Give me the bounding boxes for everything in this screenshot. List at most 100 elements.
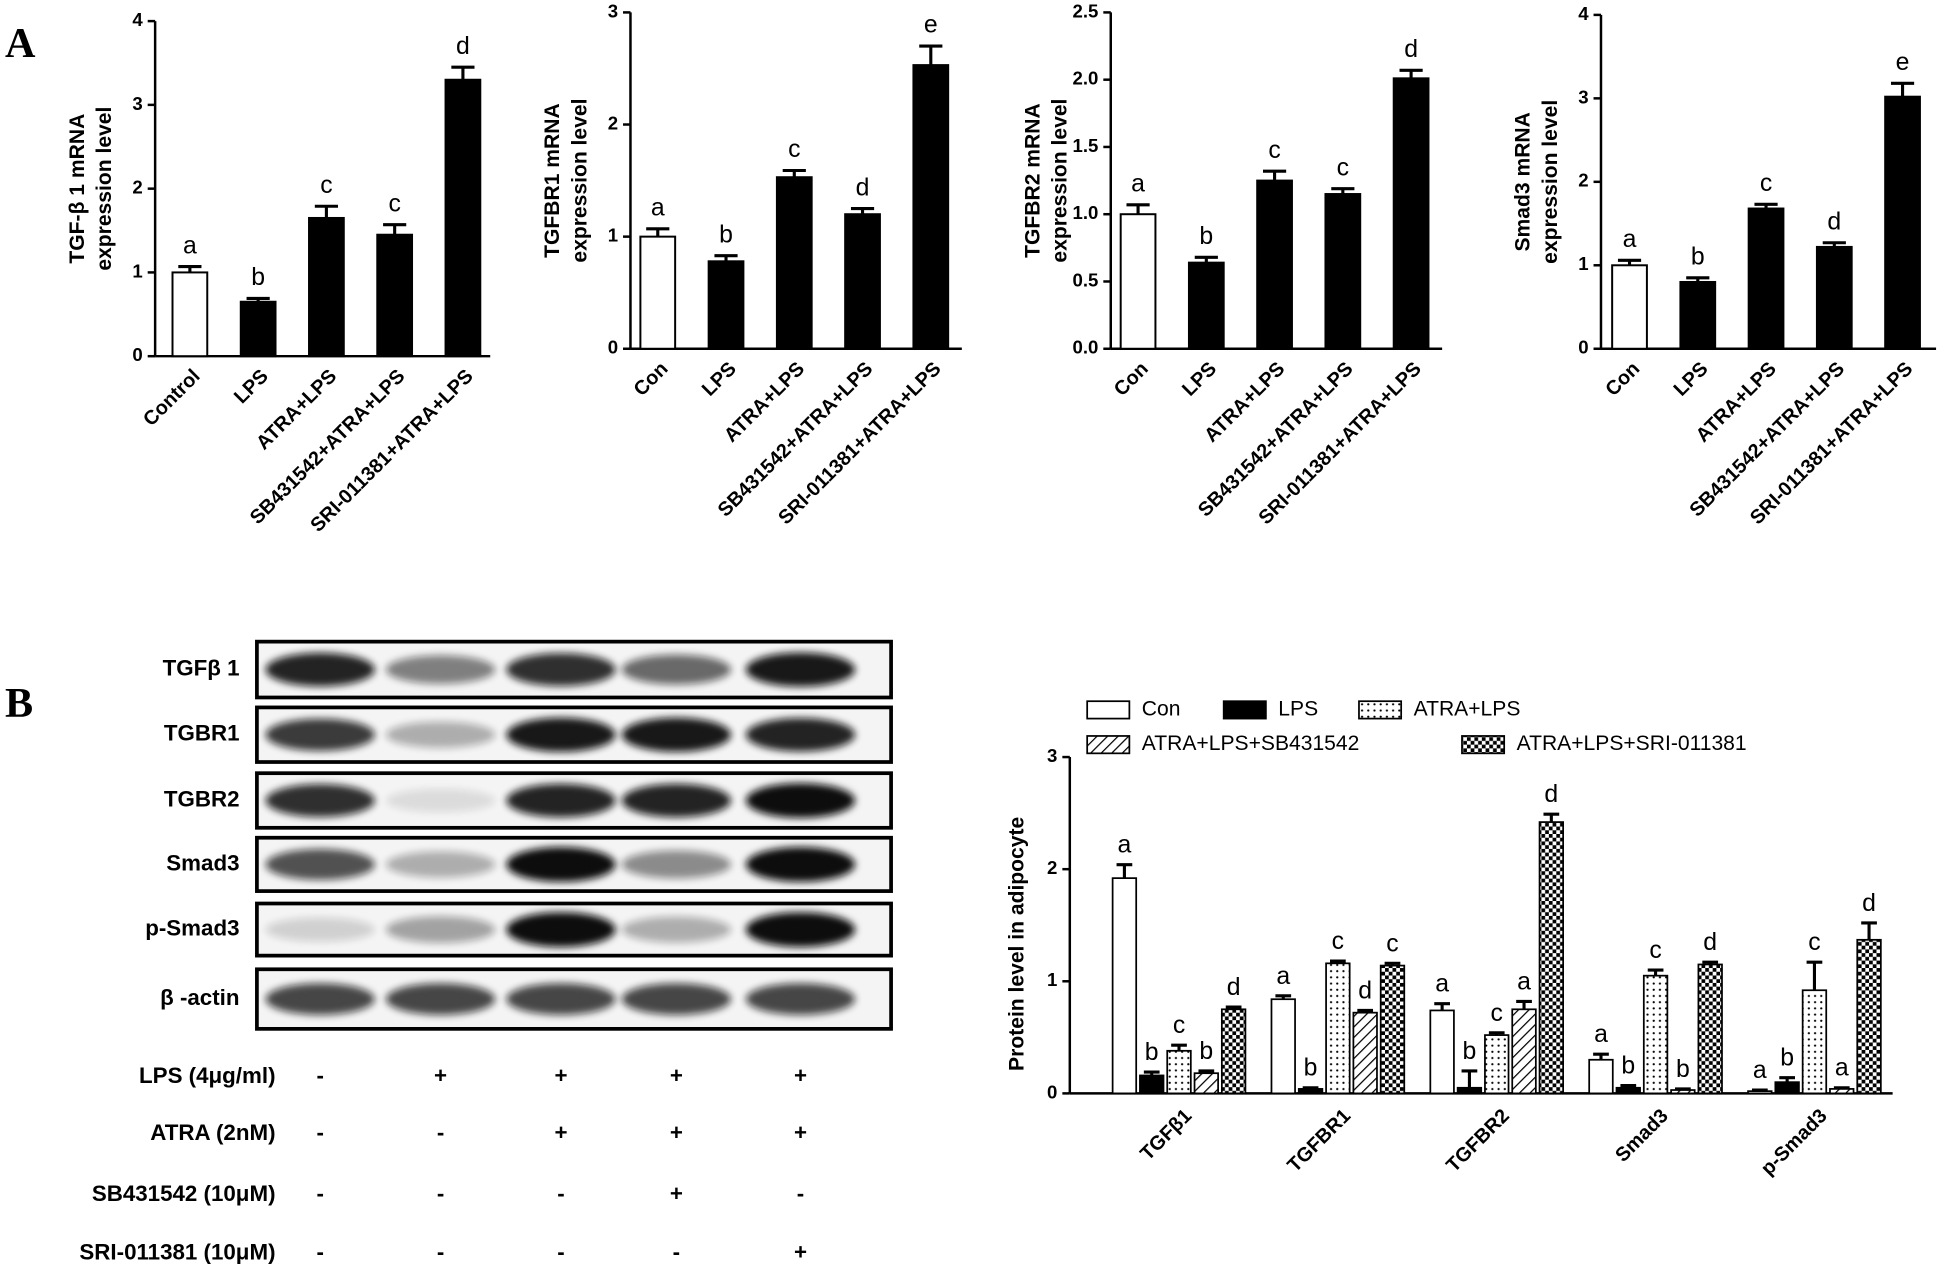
blot-label: TGBR2 (164, 786, 240, 811)
legend-swatch (1222, 700, 1267, 720)
bar (239, 300, 277, 358)
data-annotation: d (1862, 890, 1876, 917)
x-tick-label: Control (139, 365, 204, 430)
blot-band (506, 653, 616, 687)
y-tick-label: 2.5 (1072, 0, 1098, 21)
x-tick-label: Con (1601, 358, 1644, 401)
x-tick-label: TGFBR1 (1283, 1105, 1355, 1177)
data-annotation: c (1760, 170, 1772, 197)
bar (1379, 964, 1406, 1095)
bar (1456, 1086, 1483, 1095)
treatment-cell: - (316, 1120, 323, 1145)
x-tick-label: Con (630, 358, 673, 401)
data-annotation: c (388, 190, 400, 217)
error-bar (1194, 255, 1218, 263)
bar (444, 78, 482, 358)
error-bar (1461, 1069, 1478, 1088)
data-annotation: c (1268, 137, 1280, 164)
blot-label: TGFβ 1 (163, 655, 240, 680)
data-annotation: c (1649, 937, 1661, 964)
y-tick-label: 0 (608, 337, 618, 358)
treatment-cell: - (557, 1181, 564, 1206)
y-tick-label: 1.5 (1072, 135, 1098, 156)
data-annotation: b (1780, 1045, 1794, 1072)
data-annotation: a (1623, 226, 1637, 253)
blot-label: β -actin (160, 985, 239, 1010)
bar (1856, 938, 1882, 1095)
error-bar (1754, 202, 1778, 209)
treatment-cell: + (434, 1063, 447, 1088)
data-annotation: b (1304, 1055, 1318, 1082)
data-annotation: a (1517, 968, 1531, 995)
blot-band (621, 916, 731, 943)
data-annotation: a (1753, 1057, 1767, 1084)
blot-band (265, 983, 375, 1015)
bar (1324, 193, 1362, 350)
blot-band (265, 848, 375, 880)
data-annotation: c (1386, 930, 1398, 957)
bar (707, 260, 745, 350)
data-annotation: a (1118, 832, 1132, 859)
bar (1884, 95, 1921, 350)
error-bar (1516, 999, 1532, 1010)
error-bar (1116, 863, 1133, 879)
error-bar (246, 296, 270, 302)
bar (376, 233, 414, 358)
error-bar (1330, 959, 1346, 964)
blot-band (745, 847, 856, 882)
blot-band (745, 717, 856, 752)
data-annotation: b (1199, 223, 1213, 250)
bar (1801, 989, 1828, 1095)
treatment-cell: - (316, 1063, 323, 1088)
data-annotation: a (651, 194, 665, 221)
data-annotation: d (1703, 929, 1717, 956)
error-bar (1822, 241, 1846, 247)
data-annotation: c (788, 136, 800, 163)
y-tick-label: 0.0 (1072, 337, 1098, 358)
bar (1193, 1072, 1219, 1095)
x-tick-label: p-Smad3 (1757, 1105, 1832, 1180)
bar (1747, 207, 1785, 350)
treatment-cell: + (794, 1063, 807, 1088)
bar (1697, 963, 1723, 1095)
data-annotation: c (1173, 1012, 1185, 1039)
y-tick-label: 3 (132, 93, 142, 114)
y-axis-label: expression level (568, 99, 591, 263)
y-tick-label: 0.5 (1072, 269, 1098, 290)
error-bar (1779, 1076, 1795, 1083)
treatment-cell: - (316, 1181, 323, 1206)
legend-label: ATRA+LPS (1414, 697, 1521, 720)
bar (1256, 179, 1293, 350)
y-tick-label: 3 (1578, 86, 1588, 107)
data-annotation: e (924, 12, 938, 39)
bar (639, 235, 677, 350)
data-annotation: d (856, 174, 870, 201)
data-annotation: b (1621, 1052, 1635, 1079)
error-bar (850, 207, 875, 215)
error-bar (1751, 1088, 1768, 1092)
bar (171, 271, 209, 358)
legend-swatch (1358, 700, 1403, 720)
bar (1588, 1058, 1614, 1095)
blot-label: TGBR1 (164, 721, 240, 746)
legend-label: ATRA+LPS+SRI-011381 (1517, 732, 1747, 755)
blot-band (621, 654, 731, 685)
y-tick-label: 3 (608, 0, 618, 21)
blot-band (506, 783, 616, 818)
data-annotation: a (1276, 963, 1290, 990)
treatment-label: SRI-011381 (10μM) (79, 1239, 275, 1264)
treatment-label: SB431542 (10μM) (92, 1181, 276, 1206)
treatment-label: ATRA (2nM) (150, 1120, 275, 1145)
error-bar (1275, 994, 1292, 1000)
blot-band (745, 783, 856, 818)
blot-band (265, 718, 375, 751)
bar (1297, 1088, 1324, 1095)
error-bar (1890, 81, 1915, 97)
blot-band (385, 916, 496, 943)
error-bar (1647, 968, 1664, 976)
y-tick-label: 2 (1578, 170, 1588, 191)
x-tick-label: Con (1110, 358, 1153, 401)
y-tick-label: 4 (1578, 3, 1589, 24)
bar (1611, 264, 1648, 350)
